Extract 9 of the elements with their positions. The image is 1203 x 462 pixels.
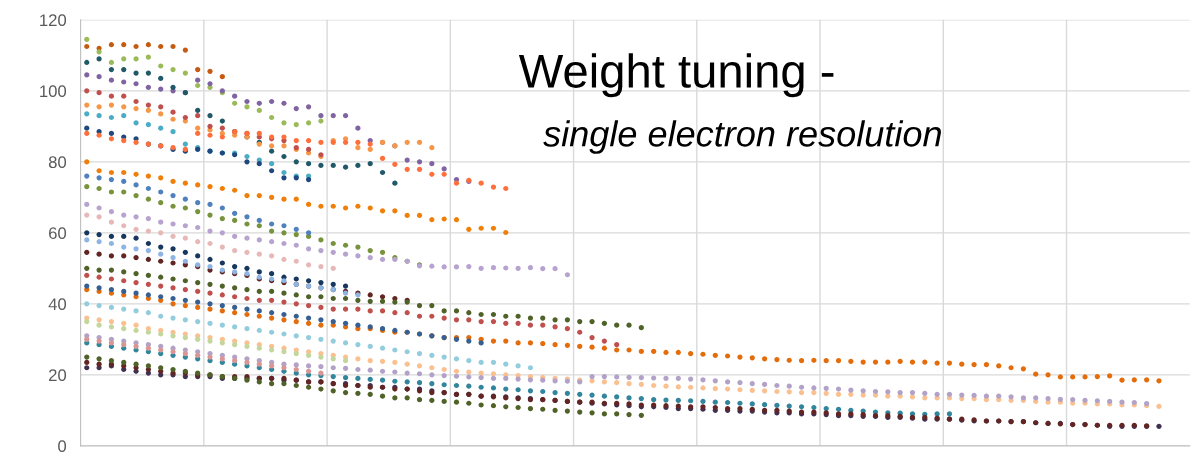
y-tick-label: 120	[40, 14, 67, 27]
y-tick-label: 80	[48, 156, 67, 169]
y-tick-label: 0	[58, 440, 67, 453]
y-tick-label: 40	[48, 298, 67, 311]
text: Weight tuning -	[518, 53, 834, 98]
text: single electron resolution	[543, 120, 941, 154]
y-tick-label: 60	[49, 227, 67, 240]
y-tick-label: 20	[49, 369, 67, 382]
y-tick-label: 100	[40, 85, 67, 98]
